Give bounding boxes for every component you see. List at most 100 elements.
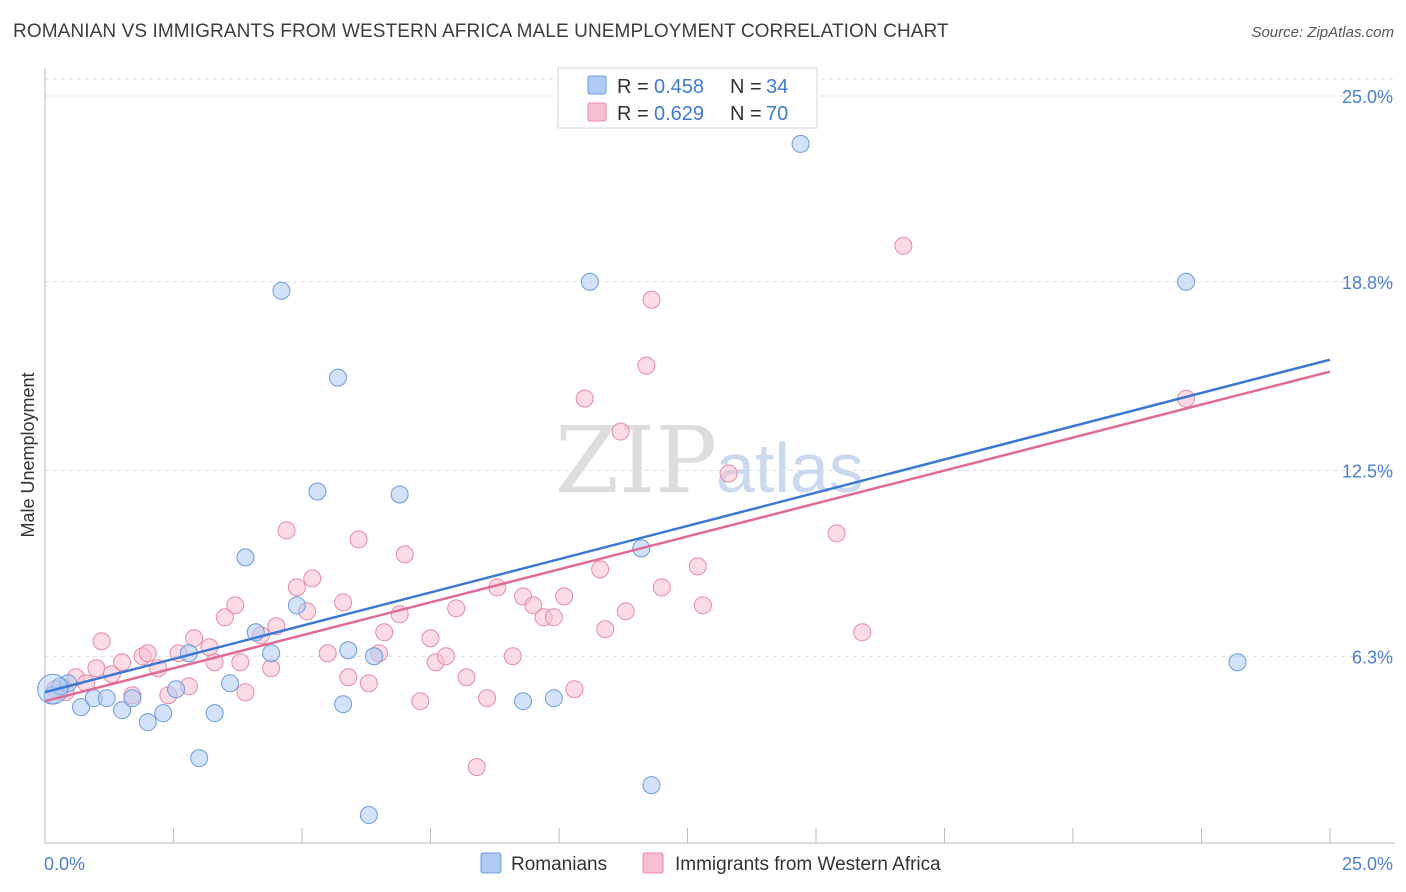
y-axis-title: Male Unemployment bbox=[18, 372, 38, 537]
immigrants-point bbox=[467, 758, 486, 777]
immigrants-point bbox=[277, 521, 296, 540]
y-tick-label: 12.5% bbox=[1342, 462, 1393, 482]
immigrants-point bbox=[827, 524, 846, 543]
immigrants-point bbox=[349, 530, 368, 549]
immigrants-point bbox=[375, 623, 394, 642]
immigrants-point bbox=[457, 668, 476, 687]
romanians-point bbox=[97, 689, 116, 708]
romanians-point bbox=[167, 680, 186, 699]
immigrants-point bbox=[555, 587, 574, 606]
immigrants-point bbox=[318, 644, 337, 663]
romanians-point bbox=[1177, 272, 1196, 291]
romanians-points bbox=[37, 134, 1247, 825]
bottom-legend-swatch-romanians bbox=[480, 852, 502, 874]
romanians-point bbox=[205, 704, 224, 723]
immigrants-point bbox=[693, 596, 712, 615]
legend-r-label-1: R = bbox=[617, 76, 649, 98]
legend-swatch-immigrants bbox=[587, 102, 607, 122]
immigrants-point bbox=[436, 647, 455, 666]
immigrants-point bbox=[231, 653, 250, 672]
gridlines bbox=[45, 78, 1395, 657]
bottom-legend: Romanians Immigrants from Western Africa bbox=[480, 852, 941, 875]
bottom-legend-immigrants: Immigrants from Western Africa bbox=[675, 854, 941, 875]
immigrants-point bbox=[544, 608, 563, 627]
immigrants-point bbox=[503, 647, 522, 666]
watermark-zip: ZIP bbox=[555, 407, 717, 514]
watermark: ZIP atlas bbox=[555, 407, 864, 514]
immigrants-point bbox=[616, 602, 635, 621]
romanians-point bbox=[123, 689, 142, 708]
romanians-point bbox=[138, 713, 157, 732]
immigrants-point bbox=[611, 422, 630, 441]
immigrants-point bbox=[447, 599, 466, 618]
immigrants-point bbox=[719, 464, 738, 483]
trend-line-immigrants bbox=[44, 370, 1331, 703]
y-tick-label: 6.3% bbox=[1352, 647, 1393, 667]
romanians-point bbox=[236, 548, 255, 567]
immigrants-point bbox=[92, 632, 111, 651]
axes bbox=[44, 68, 1395, 844]
romanians-point bbox=[221, 674, 240, 693]
legend-r-value-2: 0.629 bbox=[654, 103, 704, 125]
romanians-point bbox=[580, 272, 599, 291]
immigrants-point bbox=[334, 593, 353, 612]
romanians-point bbox=[154, 704, 173, 723]
romanians-point bbox=[339, 641, 358, 660]
legend-n-value-1: 34 bbox=[766, 76, 788, 98]
immigrants-point bbox=[894, 236, 913, 255]
romanians-point bbox=[359, 806, 378, 825]
y-tick-label: 18.8% bbox=[1342, 273, 1393, 293]
source-note: Source: ZipAtlas.com bbox=[1251, 24, 1394, 41]
immigrants-point bbox=[652, 578, 671, 597]
immigrants-point bbox=[287, 578, 306, 597]
romanians-point bbox=[514, 692, 533, 711]
legend-n-value-2: 70 bbox=[766, 103, 788, 125]
romanians-point bbox=[190, 749, 209, 768]
immigrants-point bbox=[262, 659, 281, 678]
immigrants-point bbox=[478, 689, 497, 708]
x-tick-label-start: 0.0% bbox=[44, 854, 85, 874]
immigrants-point bbox=[524, 596, 543, 615]
immigrants-point bbox=[303, 569, 322, 588]
romanians-point bbox=[544, 689, 563, 708]
immigrants-point bbox=[596, 620, 615, 639]
y-tick-labels: 25.0% 18.8% 12.5% 6.3% bbox=[1342, 87, 1393, 667]
romanians-point bbox=[71, 698, 90, 717]
immigrants-point bbox=[565, 680, 584, 699]
romanians-point bbox=[308, 482, 327, 501]
immigrants-point bbox=[688, 557, 707, 576]
romanians-point bbox=[642, 776, 661, 795]
bottom-legend-swatch-immigrants bbox=[642, 852, 664, 874]
immigrants-point bbox=[185, 629, 204, 648]
romanians-point bbox=[113, 701, 132, 720]
y-tick-label: 25.0% bbox=[1342, 87, 1393, 107]
immigrants-point bbox=[395, 545, 414, 564]
watermark-atlas: atlas bbox=[716, 429, 864, 507]
immigrants-point bbox=[113, 653, 132, 672]
romanians-point bbox=[272, 281, 291, 300]
immigrants-point bbox=[359, 674, 378, 693]
immigrants-point bbox=[637, 356, 656, 375]
x-tick-label-end: 25.0% bbox=[1342, 854, 1393, 874]
legend-n-label-1: N = bbox=[730, 76, 762, 98]
romanians-point bbox=[791, 134, 810, 153]
trend-line-romanians bbox=[44, 358, 1331, 694]
romanians-point bbox=[262, 644, 281, 663]
x-tick-labels: 0.0% 25.0% bbox=[44, 854, 1393, 874]
immigrants-point bbox=[87, 659, 106, 678]
immigrants-point bbox=[421, 629, 440, 648]
immigrants-point bbox=[236, 683, 255, 702]
romanians-point bbox=[364, 647, 383, 666]
trend-lines bbox=[44, 358, 1331, 703]
immigrants-point bbox=[591, 560, 610, 579]
romanians-point bbox=[328, 368, 347, 387]
top-legend: R = 0.458 N = 34 R = 0.629 N = 70 bbox=[557, 67, 818, 129]
bottom-legend-romanians: Romanians bbox=[511, 854, 607, 875]
romanians-point bbox=[287, 596, 306, 615]
legend-n-label-2: N = bbox=[730, 103, 762, 125]
chart-title: ROMANIAN VS IMMIGRANTS FROM WESTERN AFRI… bbox=[13, 21, 949, 42]
legend-r-label-2: R = bbox=[617, 103, 649, 125]
immigrants-point bbox=[575, 389, 594, 408]
immigrants-point bbox=[411, 692, 430, 711]
